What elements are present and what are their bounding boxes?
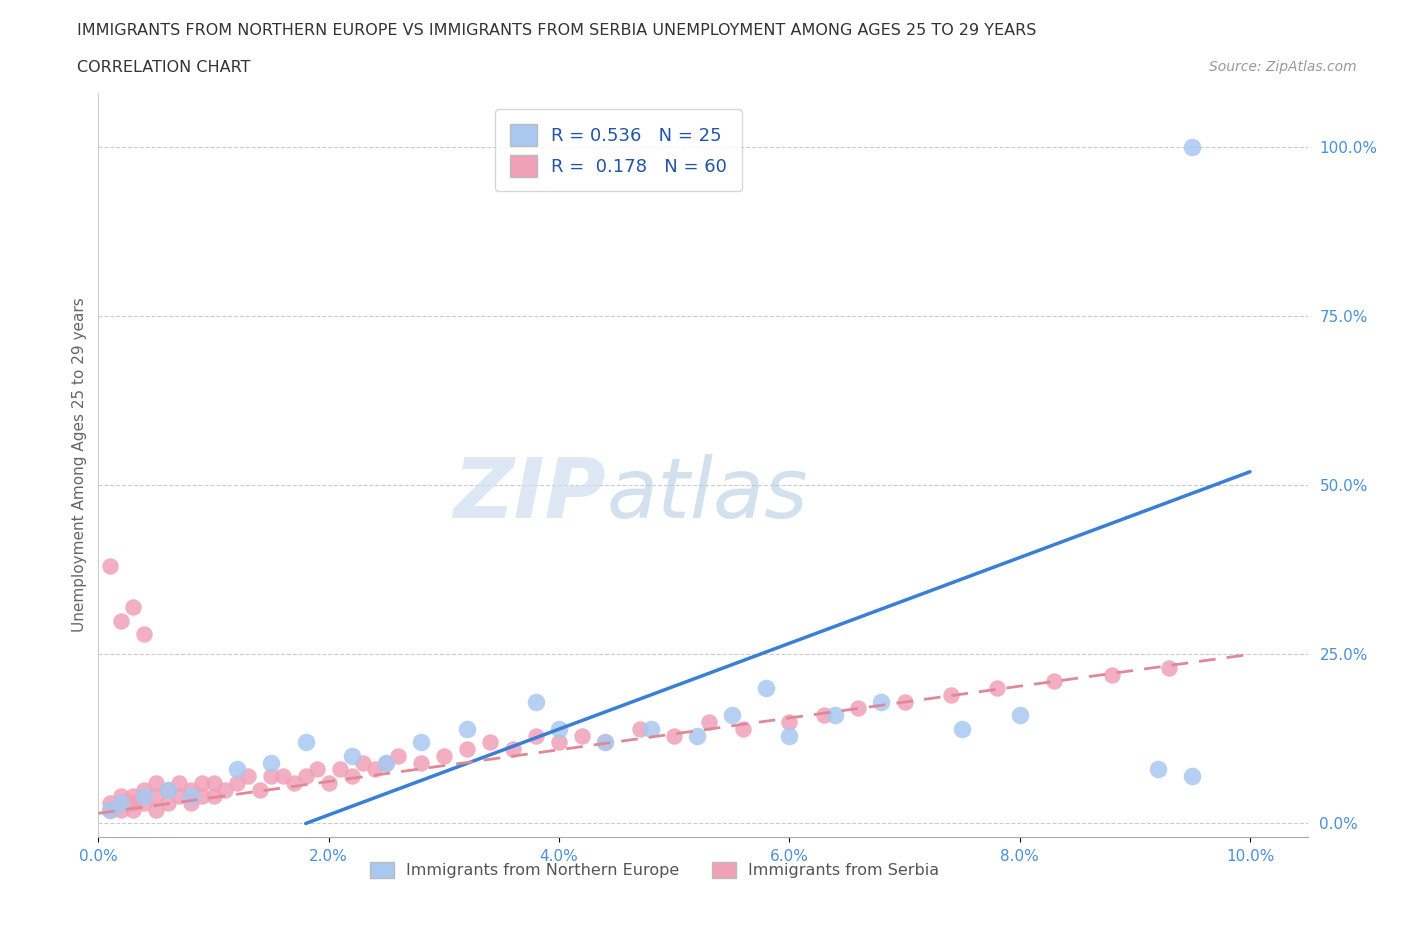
Point (145, 789, 167, 804)
Point (98, 803, 121, 817)
Point (110, 613, 132, 628)
Point (502, 741, 524, 756)
Point (271, 769, 294, 784)
Point (191, 789, 214, 804)
Point (214, 782, 236, 797)
Point (98, 796, 121, 811)
Point (697, 714, 720, 729)
Point (387, 749, 409, 764)
Point (778, 728, 800, 743)
Point (548, 735, 571, 750)
Point (225, 762, 247, 777)
Point (628, 722, 651, 737)
Point (191, 776, 214, 790)
Point (145, 803, 167, 817)
Point (110, 789, 132, 804)
Y-axis label: Unemployment Among Ages 25 to 29 years: Unemployment Among Ages 25 to 29 years (72, 298, 87, 632)
Point (156, 782, 179, 797)
Point (813, 708, 835, 723)
Point (640, 722, 662, 737)
Point (1181, 140, 1204, 154)
Point (456, 741, 478, 756)
Point (122, 803, 145, 817)
Point (870, 695, 893, 710)
Point (1181, 769, 1204, 784)
Point (824, 708, 846, 723)
Point (340, 769, 363, 784)
Point (98, 559, 121, 574)
Point (122, 796, 145, 811)
Point (180, 782, 202, 797)
Text: IMMIGRANTS FROM NORTHERN EUROPE VS IMMIGRANTS FROM SERBIA UNEMPLOYMENT AMONG AGE: IMMIGRANTS FROM NORTHERN EUROPE VS IMMIG… (77, 23, 1036, 38)
Point (110, 803, 132, 817)
Point (939, 687, 962, 702)
Point (664, 728, 686, 743)
Point (593, 735, 616, 750)
Point (294, 735, 316, 750)
Point (156, 796, 179, 811)
Point (145, 776, 167, 790)
Text: CORRELATION CHART: CORRELATION CHART (77, 60, 250, 75)
Point (225, 776, 247, 790)
Point (548, 722, 571, 737)
Point (1159, 660, 1181, 675)
Point (167, 776, 190, 790)
Point (456, 722, 478, 737)
Point (134, 789, 156, 804)
Text: ZIP: ZIP (454, 454, 606, 536)
Point (720, 708, 742, 723)
Point (167, 789, 190, 804)
Point (375, 755, 398, 770)
Point (249, 782, 271, 797)
Point (571, 728, 593, 743)
Point (202, 776, 225, 790)
Point (409, 735, 432, 750)
Legend: Immigrants from Northern Europe, Immigrants from Serbia: Immigrants from Northern Europe, Immigra… (363, 856, 946, 884)
Point (260, 769, 283, 784)
Point (375, 755, 398, 770)
Point (986, 681, 1008, 696)
Point (260, 755, 283, 770)
Point (110, 796, 132, 811)
Point (755, 681, 778, 696)
Point (778, 714, 800, 729)
Point (478, 735, 501, 750)
Point (950, 722, 973, 737)
Point (893, 695, 915, 710)
Point (329, 762, 352, 777)
Text: Source: ZipAtlas.com: Source: ZipAtlas.com (1209, 60, 1357, 74)
Point (340, 749, 363, 764)
Point (352, 755, 374, 770)
Point (180, 796, 202, 811)
Point (180, 789, 202, 804)
Point (122, 600, 145, 615)
Point (733, 722, 755, 737)
Point (848, 701, 870, 716)
Point (134, 796, 156, 811)
Point (409, 755, 432, 770)
Point (134, 782, 156, 797)
Point (1043, 674, 1066, 689)
Point (686, 728, 709, 743)
Point (156, 782, 179, 797)
Point (236, 769, 259, 784)
Point (1147, 762, 1170, 777)
Text: atlas: atlas (606, 454, 808, 536)
Point (134, 627, 156, 642)
Point (283, 776, 305, 790)
Point (364, 762, 387, 777)
Point (98, 803, 121, 817)
Point (1101, 667, 1123, 682)
Point (294, 769, 316, 784)
Point (524, 695, 547, 710)
Point (1008, 708, 1031, 723)
Point (318, 776, 340, 790)
Point (202, 789, 225, 804)
Point (122, 789, 145, 804)
Point (433, 749, 456, 764)
Point (593, 735, 616, 750)
Point (524, 728, 547, 743)
Point (307, 762, 329, 777)
